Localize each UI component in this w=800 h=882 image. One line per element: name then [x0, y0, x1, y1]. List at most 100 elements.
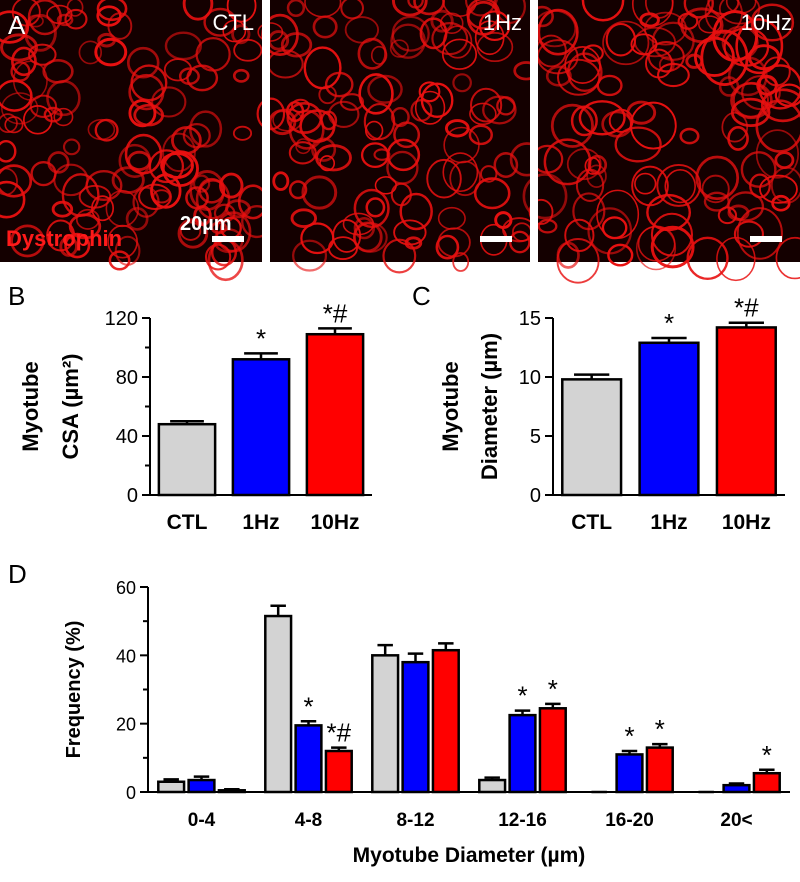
myotube-outline	[125, 206, 149, 231]
myotube-outline	[114, 235, 141, 266]
y-tick-label: 15	[519, 308, 541, 330]
error-bar	[514, 709, 531, 716]
myotube-outline	[0, 180, 26, 219]
myotube-outline	[581, 0, 625, 22]
myotube-outline	[733, 220, 764, 248]
myotube-outline	[420, 82, 454, 119]
myotube-outline	[301, 175, 338, 210]
scale-label: 20µm	[180, 213, 232, 235]
x-tick-label: 10Hz	[310, 511, 359, 534]
myotube-outline	[210, 221, 228, 235]
myotube-outline	[233, 38, 263, 62]
y-tick-label: 5	[530, 426, 541, 448]
myotube-outline	[469, 102, 497, 126]
myotube-outline	[87, 118, 116, 141]
myotube-outline	[27, 0, 62, 36]
bar	[217, 789, 246, 794]
myotube-outline	[775, 236, 800, 280]
myotube-outline	[482, 95, 517, 125]
significance-mark: *#	[734, 293, 759, 323]
myotube-outline	[707, 0, 740, 16]
myotube-outline	[693, 36, 735, 77]
error-bar	[224, 788, 240, 791]
myotube-outline	[393, 219, 427, 246]
myotube-outline	[602, 20, 650, 66]
error-bar	[545, 702, 561, 709]
myotube-outline	[311, 137, 337, 162]
myotube-outline	[312, 15, 338, 39]
myotube-outline	[634, 172, 657, 195]
bar	[722, 783, 751, 794]
x-axis-label: Myotube Diameter (µm)	[353, 844, 586, 867]
myotube-outline	[367, 74, 403, 104]
myotube-outline	[750, 3, 795, 42]
myotube-outline	[399, 192, 433, 231]
myotube-outline	[340, 0, 364, 20]
myotube-outline	[464, 0, 496, 17]
myotube-outline	[493, 152, 519, 178]
myotube-outline	[232, 125, 253, 141]
myotube-outline	[204, 243, 232, 271]
y-tick-label: 80	[116, 367, 138, 389]
myotube-outline	[679, 127, 700, 145]
myotube-outline	[364, 120, 384, 141]
y-tick-label: 60	[116, 578, 136, 598]
myotube-outline	[47, 151, 70, 174]
myotube-outline	[56, 13, 74, 27]
myotube-outline	[774, 83, 800, 107]
myotube-outline	[138, 183, 172, 210]
myotube-outline	[353, 188, 390, 229]
divider	[530, 0, 538, 262]
myotube-outline	[683, 0, 714, 19]
myotube-outline	[545, 65, 572, 87]
scale-bar	[480, 236, 512, 242]
myotube-outline	[390, 182, 412, 207]
y-tick-label: 120	[105, 308, 138, 330]
error-bar	[163, 778, 179, 782]
y-axis-label: Myotube	[18, 361, 43, 451]
myotube-outline	[28, 43, 57, 66]
myotube-outline	[607, 243, 634, 267]
myotube-outline	[10, 224, 45, 258]
panel-label: C	[412, 281, 431, 311]
myotube-outline	[644, 11, 688, 46]
error-bar	[377, 643, 393, 656]
myotube-outline	[107, 12, 133, 40]
myotube-outline	[324, 71, 354, 98]
bar	[752, 771, 781, 794]
myotube-outline	[295, 138, 312, 155]
myotube-outline	[759, 174, 798, 204]
x-tick-label: CTL	[571, 511, 612, 534]
error-bar	[193, 775, 210, 781]
y-axis-label: CSA (µm²)	[58, 354, 83, 460]
significance-mark: *#	[323, 298, 348, 328]
myotube-outline	[564, 218, 595, 252]
myotube-outline	[0, 164, 33, 198]
myotube-outline	[162, 132, 196, 173]
myotube-outline	[373, 148, 391, 161]
panel-label: A	[8, 10, 26, 40]
myotube-outline	[474, 20, 505, 56]
bar	[305, 332, 365, 497]
myotube-outline	[29, 94, 58, 118]
bar	[157, 422, 217, 497]
bar	[371, 654, 400, 794]
myotube-outline	[182, 122, 211, 149]
myotube-outline	[42, 58, 74, 84]
bar	[264, 614, 293, 794]
myotube-outline	[695, 155, 740, 201]
myotube-outline	[494, 211, 513, 229]
myotube-outline	[51, 200, 74, 218]
significance-mark: *	[624, 721, 634, 751]
myotube-outline	[418, 81, 441, 103]
myotube-outline	[736, 207, 783, 260]
myotube-outline	[550, 103, 594, 148]
y-axis-label: Myotube	[438, 361, 463, 451]
myotube-outline	[570, 105, 598, 137]
myotube-outline	[272, 171, 290, 191]
myotube-outline	[232, 68, 250, 83]
error-bar	[621, 749, 638, 755]
myotube-outline	[64, 232, 91, 259]
myotube-outline	[725, 0, 757, 14]
myotube-outline	[151, 86, 187, 118]
